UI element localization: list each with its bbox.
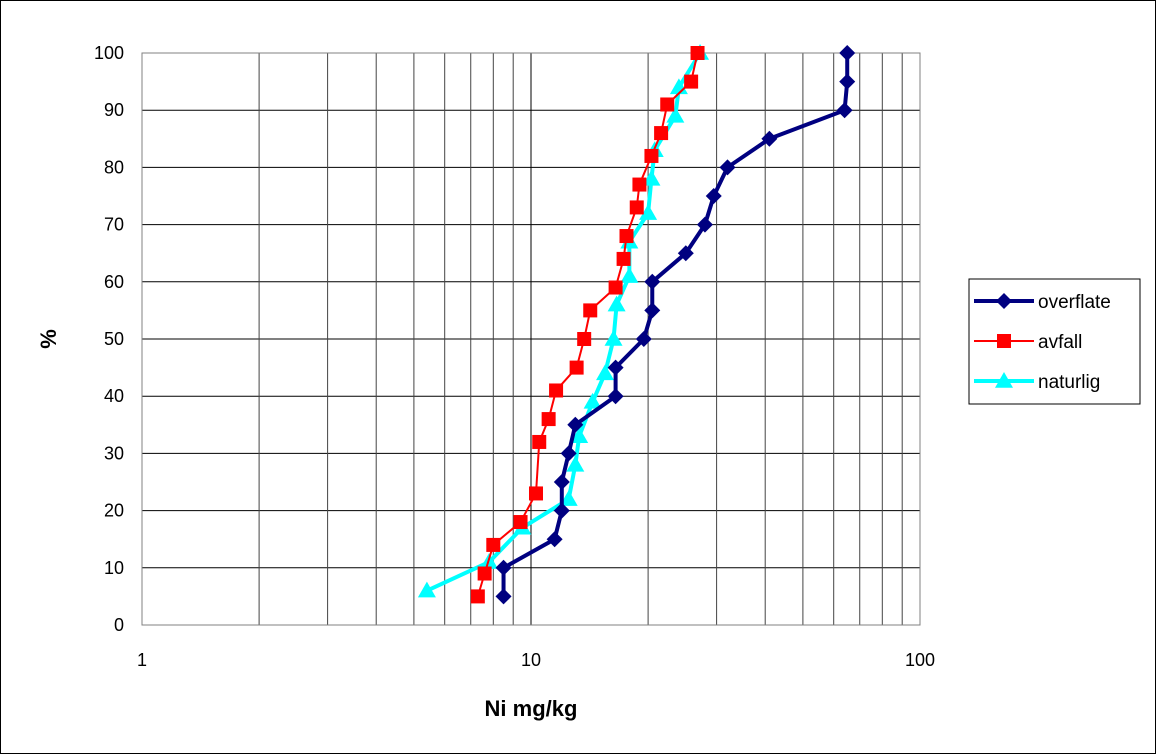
y-axis-ticks: 0 10 20 30 40 50 60 70 80 90 100 [94,43,124,635]
data-point-overflate [495,559,512,576]
y-tick-label: 70 [104,215,124,235]
y-tick-label: 80 [104,157,124,177]
data-point-avfall [549,383,564,398]
x-tick-label: 1 [137,650,147,670]
data-point-overflate [553,474,570,490]
data-point-overflate [839,73,856,90]
legend-item-avfall: avfall [974,332,1082,353]
data-point-avfall [644,148,659,163]
data-point-avfall [684,74,699,89]
data-point-overflate [635,331,652,347]
x-axis-title: Ni mg/kg [485,696,578,721]
data-point-naturlig [570,427,589,443]
legend: overflate avfall naturlig [968,278,1141,405]
data-point-overflate [696,216,713,233]
y-tick-label: 20 [104,501,124,521]
data-point-overflate [607,359,624,376]
y-tick-label: 50 [104,329,124,349]
y-tick-label: 30 [104,443,124,463]
data-point-naturlig [642,169,661,186]
y-tick-label: 60 [104,272,124,292]
data-point-avfall [470,589,485,604]
data-point-avfall [477,566,492,581]
data-point-naturlig [604,330,623,346]
data-point-overflate [553,502,570,519]
data-point-overflate [836,102,853,119]
series-overflate [495,45,856,605]
y-tick-label: 40 [104,386,124,406]
data-point-naturlig [596,364,615,381]
y-tick-label: 0 [114,615,124,635]
data-point-avfall [541,412,556,427]
data-point-avfall [629,200,644,215]
y-axis-title: % [36,329,61,349]
data-point-overflate [567,416,584,433]
data-point-avfall [528,486,543,501]
data-point-avfall [577,332,592,346]
grid [141,52,921,626]
data-point-overflate [560,445,577,462]
data-point-overflate [761,130,778,147]
data-point-overflate [546,531,563,548]
data-point-naturlig [559,490,578,506]
plot-area-border [141,52,921,626]
legend-label: avfall [1038,332,1082,353]
data-point-overflate [677,245,694,262]
data-point-avfall [486,537,501,552]
data-point-naturlig [639,204,658,220]
data-point-overflate [607,388,624,405]
data-point-avfall [583,303,598,318]
legend-item-naturlig: naturlig [974,372,1100,393]
data-point-avfall [569,360,584,375]
data-point-overflate [719,159,736,176]
y-tick-label: 100 [94,43,124,63]
data-point-naturlig [607,295,626,312]
data-point-avfall [654,126,669,141]
y-tick-label: 90 [104,100,124,120]
legend-item-overflate: overflate [974,292,1111,313]
data-point-naturlig [417,581,436,598]
y-tick-label: 10 [104,558,124,578]
data-point-overflate [839,45,856,61]
data-point-avfall [513,515,528,530]
data-point-avfall [632,177,647,192]
data-point-naturlig [620,267,639,283]
data-point-naturlig [666,106,685,123]
data-point-overflate [705,188,722,204]
series-layer [417,44,856,605]
data-point-avfall [690,46,705,60]
legend-label: overflate [1038,292,1111,313]
data-point-naturlig [566,455,585,472]
data-point-avfall [619,229,634,244]
data-point-overflate [644,273,661,290]
series-line-overflate [501,53,850,597]
data-point-avfall [608,280,623,295]
x-tick-label: 10 [521,650,541,670]
x-axis-ticks: 1 10 100 [137,650,935,670]
data-point-overflate [644,302,661,319]
data-point-naturlig [583,392,602,409]
legend-swatch-marker [995,372,1013,388]
x-tick-label: 100 [905,650,935,670]
series-avfall [470,46,705,604]
legend-label: naturlig [1038,372,1100,393]
legend-swatch-marker [997,334,1011,348]
data-point-avfall [616,251,631,266]
data-point-avfall [532,434,547,449]
data-point-avfall [660,97,675,112]
legend-swatch-marker [996,293,1012,309]
data-point-overflate [495,588,512,605]
